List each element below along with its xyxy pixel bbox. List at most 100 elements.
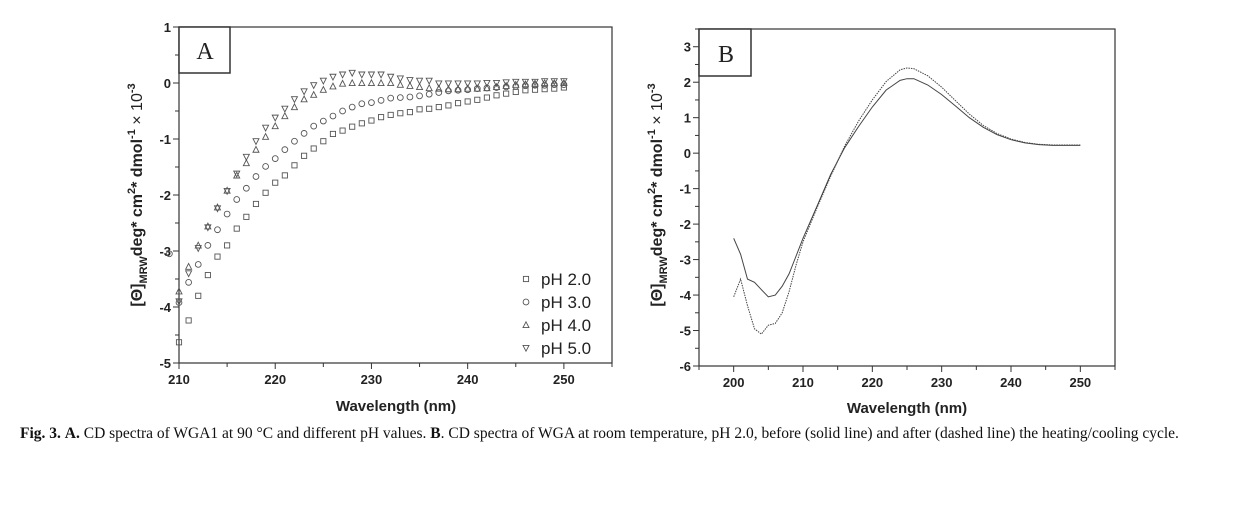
data-point [252, 138, 260, 146]
data-point [377, 71, 385, 79]
data-point [415, 77, 424, 85]
y-tick-label: 3 [684, 40, 691, 55]
data-point [185, 317, 192, 324]
data-point [435, 104, 442, 111]
data-point [204, 242, 212, 249]
legend-label: pH 4.0 [541, 316, 591, 335]
data-point [338, 79, 347, 87]
data-point [309, 90, 318, 98]
data-point [406, 109, 413, 116]
x-axis-label: Wavelength (nm) [847, 400, 967, 417]
data-point [397, 110, 404, 117]
data-point [493, 92, 500, 99]
x-tick-label: 200 [723, 375, 745, 390]
data-point [425, 77, 433, 85]
data-point [214, 226, 221, 234]
panel-label-box [698, 28, 752, 77]
y-tick-label: 1 [164, 20, 171, 35]
data-point [300, 95, 308, 103]
data-point [444, 80, 453, 88]
data-point [300, 130, 308, 137]
data-point [367, 71, 376, 79]
data-point [223, 188, 231, 196]
data-point [301, 152, 308, 159]
y-tick-label: 1 [684, 111, 691, 126]
data-point [291, 162, 298, 169]
x-axis-label: Wavelength (nm) [336, 398, 456, 415]
chart-panel-a: A Wavelength (nm) [Θ]MRWdeg* cm2* dmol-1… [126, 20, 613, 415]
data-point [348, 103, 356, 111]
data-point [232, 170, 241, 178]
data-point [329, 130, 337, 138]
data-point [435, 89, 443, 96]
series-line-dashed [733, 67, 1081, 335]
data-point [483, 79, 491, 88]
data-point [243, 184, 250, 192]
legend-marker-icon [522, 320, 530, 329]
data-point [290, 102, 299, 111]
x-tick-label: 230 [931, 375, 953, 390]
data-point [261, 132, 270, 140]
caption-b-label: B [430, 425, 441, 442]
data-point [435, 84, 443, 92]
data-point [396, 75, 405, 83]
x-tick-label: 210 [792, 375, 814, 390]
data-point [309, 82, 318, 90]
data-point [454, 100, 462, 107]
x-tick-label: 240 [1000, 375, 1022, 390]
data-point [213, 205, 222, 213]
data-point [329, 82, 337, 90]
y-axis-label: [Θ]MRWdeg* cm2* dmol-1 × 10-3 [646, 83, 670, 306]
data-point [454, 80, 462, 88]
data-point [348, 78, 356, 87]
series-ph-2-0 [175, 84, 567, 346]
data-point [194, 245, 202, 253]
data-point [425, 90, 433, 98]
legend-label: pH 2.0 [541, 270, 591, 289]
data-point [358, 78, 366, 87]
y-axis-label: [Θ]MRWdeg* cm2* dmol-1 × 10-3 [126, 83, 150, 306]
legend: pH 2.0 pH 3.0 pH 4.0 pH 5.0 [522, 270, 591, 358]
data-point [252, 145, 260, 153]
data-point [454, 84, 462, 93]
y-tick-label: -1 [159, 132, 171, 147]
data-point [348, 69, 356, 78]
data-point [338, 71, 347, 79]
y-tick-label: -4 [159, 300, 171, 315]
data-point [300, 88, 308, 96]
data-point [224, 242, 231, 249]
y-tick-label: -3 [159, 244, 171, 259]
data-point [415, 82, 424, 90]
data-point [435, 80, 443, 88]
data-point [377, 97, 385, 104]
data-point [406, 93, 414, 101]
caption-b-text: . CD spectra of WGA at room temperature,… [440, 425, 1179, 442]
figure-caption: Fig. 3. A. CD spectra of WGA1 at 90 °C a… [20, 424, 1220, 444]
data-point [377, 78, 385, 87]
data-point [281, 111, 289, 120]
series-line-solid [733, 78, 1081, 298]
data-point [512, 88, 519, 96]
x-tick-label: 250 [553, 372, 575, 387]
data-point [464, 98, 471, 105]
data-point [175, 339, 183, 346]
data-point [291, 137, 298, 145]
data-point [358, 71, 366, 79]
data-point [223, 210, 231, 218]
data-point [242, 153, 251, 162]
caption-a-label: A. [64, 425, 80, 442]
y-tick-label: 0 [684, 146, 691, 161]
data-point [252, 173, 260, 180]
data-point [473, 84, 482, 92]
data-point [406, 81, 414, 89]
y-tick-label: 0 [164, 76, 171, 91]
series-ph-5-0 [175, 69, 568, 306]
data-point [232, 171, 241, 179]
data-point [233, 196, 241, 203]
data-point [339, 107, 346, 115]
data-point [194, 241, 202, 249]
data-point [396, 94, 404, 101]
data-point [521, 78, 530, 87]
y-tick-label: -2 [159, 188, 171, 203]
y-tick-label: -2 [679, 217, 691, 232]
